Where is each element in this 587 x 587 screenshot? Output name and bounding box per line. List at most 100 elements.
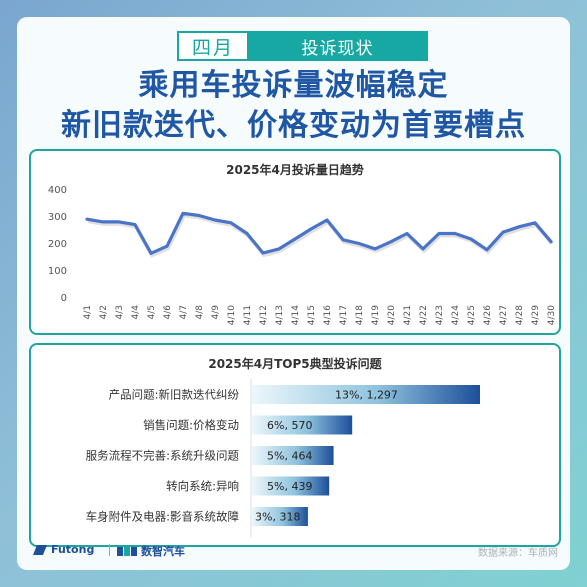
bar xyxy=(252,507,308,526)
header-tag: 四月 投诉现状 xyxy=(177,31,428,61)
trend-chart-title: 2025年4月投诉量日趋势 xyxy=(226,163,364,177)
category-label: 服务流程不完善:系统升级问题 xyxy=(86,449,240,463)
bar-value-label: 5%, 439 xyxy=(267,480,312,493)
data-point xyxy=(549,240,553,243)
data-point xyxy=(421,247,425,251)
x-tick-label: 4/18 xyxy=(355,305,365,325)
y-tick-label: 100 xyxy=(48,266,67,277)
data-point xyxy=(501,231,505,234)
futong-brand: Futong xyxy=(51,543,95,556)
bar xyxy=(252,476,330,496)
futong-mark-icon xyxy=(33,544,47,555)
month-label: 四月 xyxy=(179,33,249,59)
data-point xyxy=(117,220,121,224)
x-tick-label: 4/10 xyxy=(227,305,237,325)
data-point xyxy=(517,225,521,228)
data-point xyxy=(165,245,169,248)
data-point xyxy=(101,220,105,224)
x-tick-label: 4/28 xyxy=(515,305,525,325)
x-tick-label: 4/5 xyxy=(147,305,157,319)
futong-logo: Futong xyxy=(33,543,94,556)
bar xyxy=(252,446,334,465)
x-tick-label: 4/11 xyxy=(243,305,253,325)
data-point xyxy=(341,238,345,241)
topic-label: 投诉现状 xyxy=(249,33,426,59)
x-tick-label: 4/20 xyxy=(387,305,397,325)
data-point xyxy=(357,242,361,245)
x-tick-label: 4/14 xyxy=(291,305,301,325)
bar-value-label: 3%, 318 xyxy=(255,511,300,524)
x-tick-label: 4/22 xyxy=(419,305,429,325)
top5-bar-chart: 产品问题:新旧款迭代纠纷 13%, 1,297 销售问题:价格变动 6%, 570 服务… xyxy=(86,379,480,537)
category-label: 车身附件及电器:影音系统故障 xyxy=(86,510,239,524)
data-point xyxy=(325,218,329,222)
y-tick-label: 300 xyxy=(48,212,67,223)
footer-divider xyxy=(109,544,110,556)
x-tick-label: 4/21 xyxy=(403,305,413,325)
top5-chart-panel: 2025年4月TOP5典型投诉问题 产品问题:新旧款迭代纠纷 13%, 1,297… xyxy=(29,343,561,547)
data-point xyxy=(149,252,153,255)
shuzhi-logo: 数智汽车 xyxy=(117,543,185,559)
data-point xyxy=(405,232,409,235)
x-tick-label: 4/30 xyxy=(547,305,557,325)
data-point xyxy=(309,227,313,231)
bar xyxy=(252,385,480,404)
headline-line-1: 乘用车投诉量波幅稳定 xyxy=(138,68,449,103)
data-point xyxy=(245,232,249,235)
x-tick-label: 4/7 xyxy=(179,305,189,319)
data-source: 数据来源：车质网 xyxy=(478,548,558,559)
x-tick-label: 4/19 xyxy=(371,305,381,325)
bar-value-label: 6%, 570 xyxy=(267,419,312,432)
y-tick-label: 400 xyxy=(48,185,67,196)
x-tick-label: 4/3 xyxy=(115,305,125,319)
bar-value-label: 13%, 1,297 xyxy=(335,389,398,402)
data-point xyxy=(133,223,137,226)
x-tick-label: 4/2 xyxy=(99,305,109,319)
data-point xyxy=(533,221,537,224)
y-tick-label: 200 xyxy=(48,239,67,250)
data-point xyxy=(389,240,393,243)
data-point xyxy=(261,251,265,255)
category-label: 销售问题:价格变动 xyxy=(143,418,239,432)
x-tick-label: 4/1 xyxy=(83,305,93,319)
data-point xyxy=(469,237,473,241)
x-tick-label: 4/12 xyxy=(259,305,269,325)
x-tick-label: 4/6 xyxy=(163,305,173,320)
x-tick-label: 4/29 xyxy=(531,305,541,325)
trend-chart-panel: 2025年4月投诉量日趋势 0 100 200 300 400 4/1 4/2 4/3 4/4 4… xyxy=(29,149,561,335)
top5-chart-title: 2025年4月TOP5典型投诉问题 xyxy=(208,357,382,371)
x-tick-label: 4/17 xyxy=(339,305,349,325)
headline-line-2: 新旧款迭代、价格变动为首要槽点 xyxy=(61,108,526,143)
x-tick-label: 4/24 xyxy=(451,305,461,325)
bar xyxy=(252,415,353,435)
shuzhi-mark-icon xyxy=(117,546,137,556)
data-point xyxy=(229,221,233,224)
y-tick-label: 0 xyxy=(61,293,67,304)
data-point xyxy=(181,212,185,215)
x-tick-label: 4/4 xyxy=(131,305,141,320)
x-tick-label: 4/9 xyxy=(211,305,221,320)
data-point xyxy=(293,237,297,241)
trend-line-chart: 0 100 200 300 400 4/1 4/2 4/3 4/4 4/5 4/6 4/7 4/8 4/9… xyxy=(48,185,557,325)
data-point xyxy=(373,247,377,251)
category-label: 产品问题:新旧款迭代纠纷 xyxy=(109,388,240,402)
data-point xyxy=(453,232,457,235)
data-point xyxy=(213,218,217,222)
x-tick-label: 4/25 xyxy=(467,305,477,325)
series-line xyxy=(85,211,553,255)
infographic-card: 四月 投诉现状 乘用车投诉量波幅稳定 新旧款迭代、价格变动为首要槽点 2025年… xyxy=(17,17,570,570)
shuzhi-brand: 数智汽车 xyxy=(141,545,185,558)
x-tick-label: 4/8 xyxy=(195,305,205,320)
x-tick-label: 4/16 xyxy=(323,305,333,325)
data-point xyxy=(437,232,441,235)
x-tick-label: 4/26 xyxy=(483,305,493,325)
data-point xyxy=(277,247,281,251)
data-point xyxy=(197,214,201,217)
x-tick-label: 4/27 xyxy=(499,305,509,325)
category-label: 转向系统:异响 xyxy=(166,479,239,493)
x-tick-label: 4/13 xyxy=(275,305,285,325)
x-tick-label: 4/15 xyxy=(307,305,317,325)
data-point xyxy=(85,218,89,221)
data-point xyxy=(485,248,489,251)
bar-value-label: 5%, 464 xyxy=(267,450,312,463)
